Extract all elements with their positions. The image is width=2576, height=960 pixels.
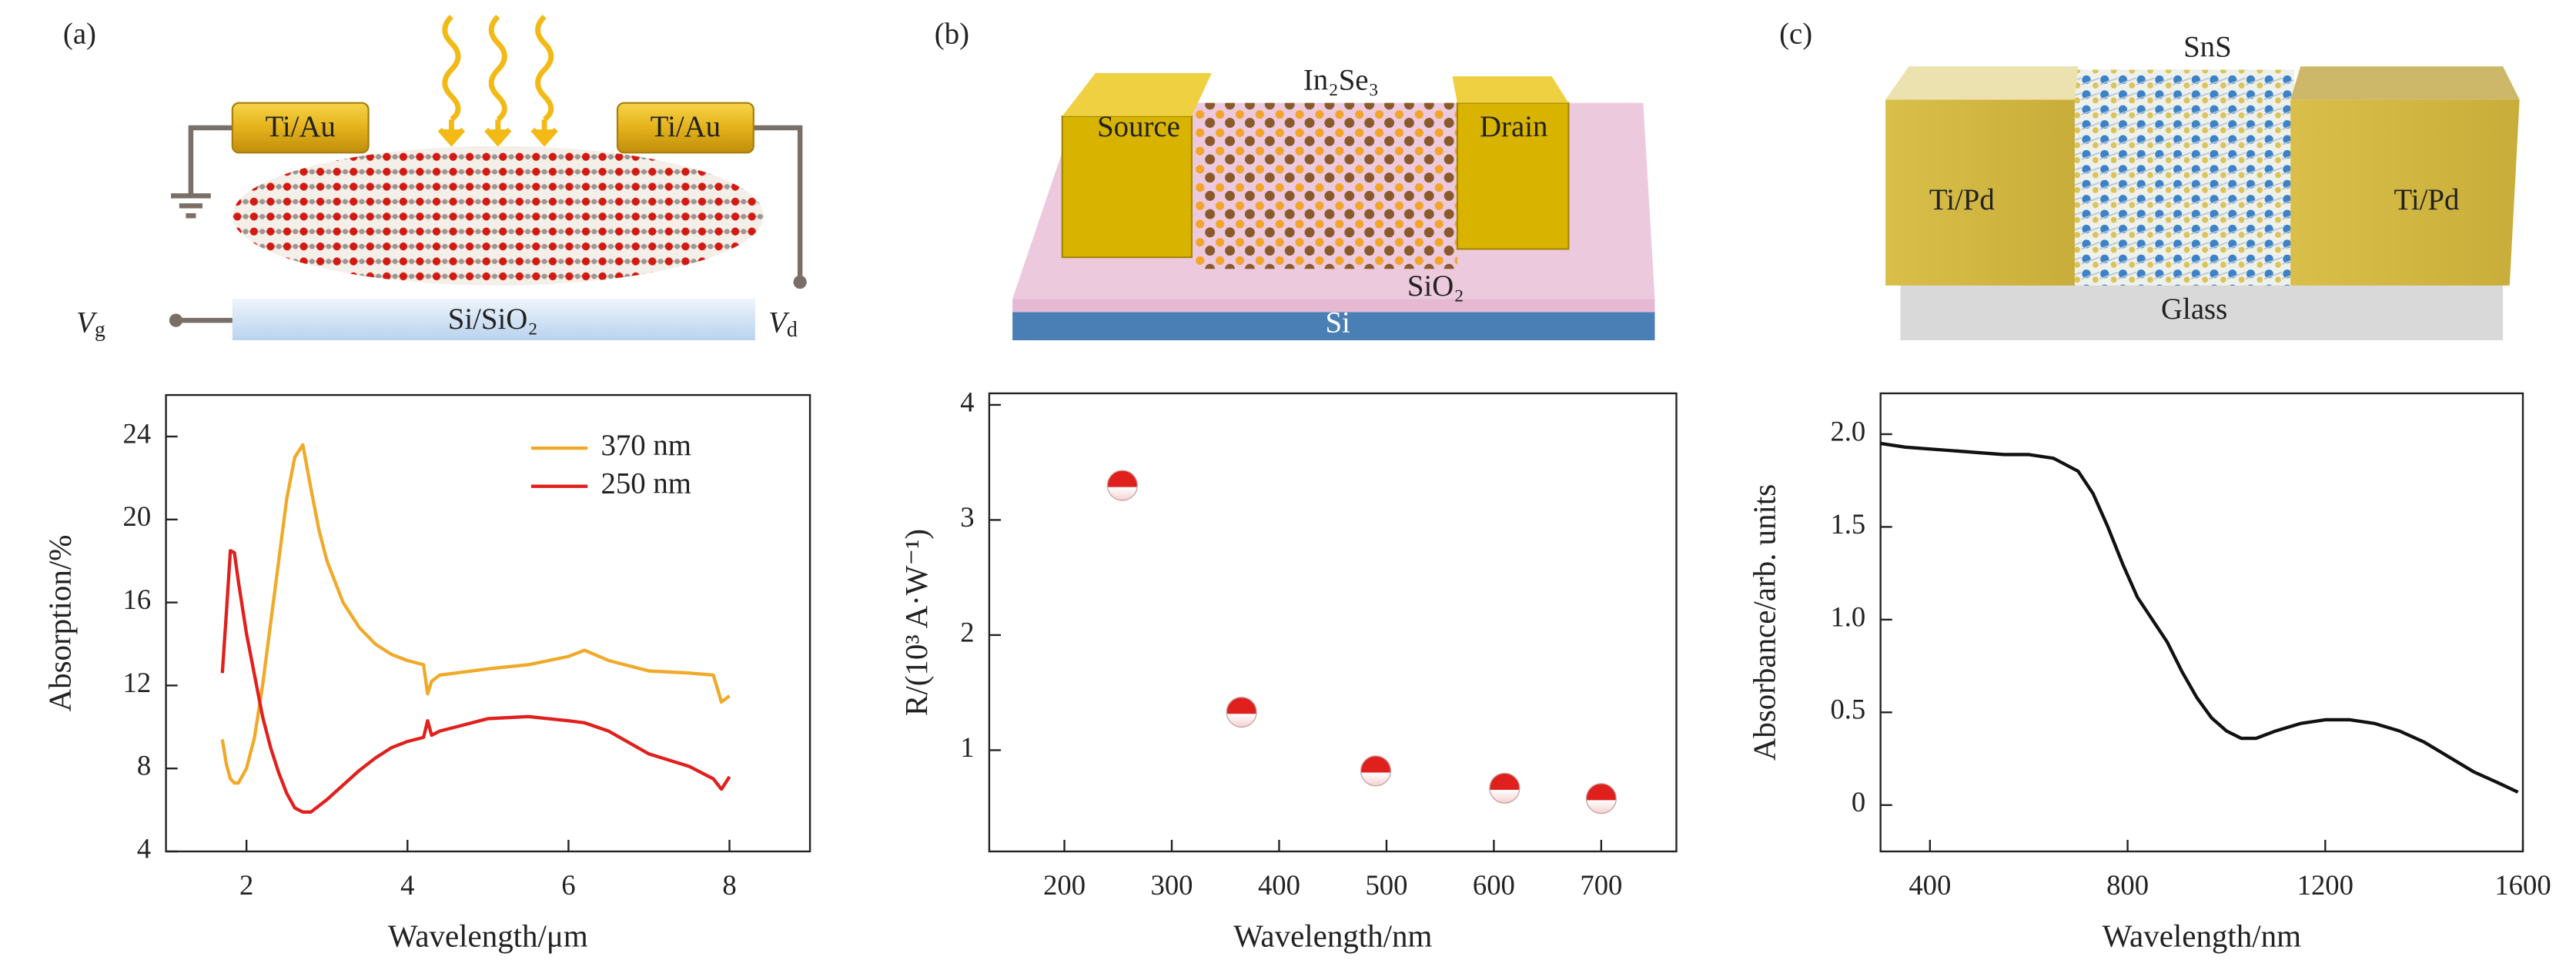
plot-frame xyxy=(1879,392,2524,853)
drain-wire xyxy=(753,125,803,279)
substrate xyxy=(232,299,755,340)
substrate-label: Glass xyxy=(2161,293,2227,326)
data-point xyxy=(1106,470,1138,501)
terminal xyxy=(169,313,183,327)
x-tick-label: 500 xyxy=(1365,869,1407,901)
legend-label: 250 nm xyxy=(601,467,691,500)
plot-frame xyxy=(165,393,811,853)
x-tick-label: 1200 xyxy=(2297,869,2354,901)
data-point xyxy=(1489,772,1521,804)
y-tick-label: 2 xyxy=(960,616,974,647)
x-tick-label: 1600 xyxy=(2494,869,2551,901)
y-tick-label: 4 xyxy=(960,386,974,417)
drain-top xyxy=(1452,76,1569,103)
x-tick-label: 300 xyxy=(1151,869,1193,901)
x-axis-title: Wavelength/nm xyxy=(2103,918,2301,954)
drain-label: Vd xyxy=(768,306,798,342)
y-tick-label: 20 xyxy=(123,500,152,532)
channel-label: SnS xyxy=(2183,31,2232,64)
electrode-label: Ti/Au xyxy=(651,110,721,143)
source-label: Source xyxy=(1097,110,1180,143)
x-tick-label: 400 xyxy=(1909,869,1951,901)
y-tick-label: 1 xyxy=(960,731,974,763)
panel-label: (c) xyxy=(1779,17,1812,50)
y-tick-label: 4 xyxy=(137,832,151,864)
electrode xyxy=(231,102,370,154)
electrode-label: Ti/Pd xyxy=(1929,183,1995,216)
light-arrows xyxy=(437,15,558,147)
x-tick-label: 2 xyxy=(239,869,253,901)
data-point xyxy=(1360,755,1392,787)
x-axis-title: Wavelength/μm xyxy=(388,918,588,954)
data-point xyxy=(1226,697,1257,728)
y-tick-label: 12 xyxy=(123,667,152,698)
x-tick-label: 400 xyxy=(1258,869,1300,901)
glass xyxy=(1900,282,2504,340)
crystal xyxy=(232,146,764,286)
electrode-top xyxy=(2290,66,2520,100)
oxide-label: SiO₂ xyxy=(1407,269,1464,303)
legend-label: 370 nm xyxy=(601,429,691,462)
y-tick-label: 1.0 xyxy=(1830,600,1865,632)
y-tick-label: 24 xyxy=(123,417,152,449)
y-tick-label: 16 xyxy=(123,584,152,615)
electrode xyxy=(616,102,754,154)
plot-frame xyxy=(988,392,1678,853)
y-axis-title: Absorption/% xyxy=(42,535,77,712)
y-tick-label: 8 xyxy=(137,750,151,781)
channel xyxy=(1195,102,1457,269)
y-tick-label: 1.5 xyxy=(1830,508,1865,540)
x-axis-title: Wavelength/nm xyxy=(1233,918,1432,954)
panel-label: (a) xyxy=(63,17,96,50)
data-point xyxy=(1585,783,1617,814)
channel-label: In₂Se₃ xyxy=(1303,64,1379,97)
electrode-label: Ti/Au xyxy=(266,110,336,143)
x-tick-label: 6 xyxy=(561,869,575,901)
oxide-edge xyxy=(1012,299,1655,313)
y-axis-title: R/(10³ A·W⁻¹) xyxy=(898,529,934,716)
panel-label: (b) xyxy=(935,17,969,50)
x-tick-label: 700 xyxy=(1580,869,1622,901)
data-line xyxy=(220,549,731,814)
drain-label: Drain xyxy=(1480,110,1547,143)
ground-wire xyxy=(171,125,233,219)
y-tick-label: 2.0 xyxy=(1830,415,1865,447)
substrate-label: Si xyxy=(1325,306,1350,339)
y-axis-title: Absorbance/arb. units xyxy=(1746,484,1781,761)
channel xyxy=(2071,69,2294,286)
electrode xyxy=(2290,99,2520,286)
electrode xyxy=(1885,99,2075,286)
terminal xyxy=(793,275,807,289)
electrode-top xyxy=(1885,66,2079,100)
x-tick-label: 600 xyxy=(1473,869,1515,901)
x-tick-label: 200 xyxy=(1043,869,1086,901)
si-layer xyxy=(1012,312,1655,340)
y-tick-label: 0 xyxy=(1852,786,1865,818)
gate-label: Vg xyxy=(76,306,105,342)
y-tick-label: 3 xyxy=(960,501,974,533)
x-tick-label: 800 xyxy=(2106,869,2149,901)
y-tick-label: 0.5 xyxy=(1830,694,1865,725)
data-line xyxy=(220,443,731,785)
substrate-label: Si/SiO₂ xyxy=(448,303,538,336)
x-tick-label: 8 xyxy=(722,869,736,901)
data-line xyxy=(1880,441,2519,794)
source-top xyxy=(1062,72,1212,116)
electrode-label: Ti/Pd xyxy=(2394,183,2460,216)
x-tick-label: 4 xyxy=(400,869,414,901)
